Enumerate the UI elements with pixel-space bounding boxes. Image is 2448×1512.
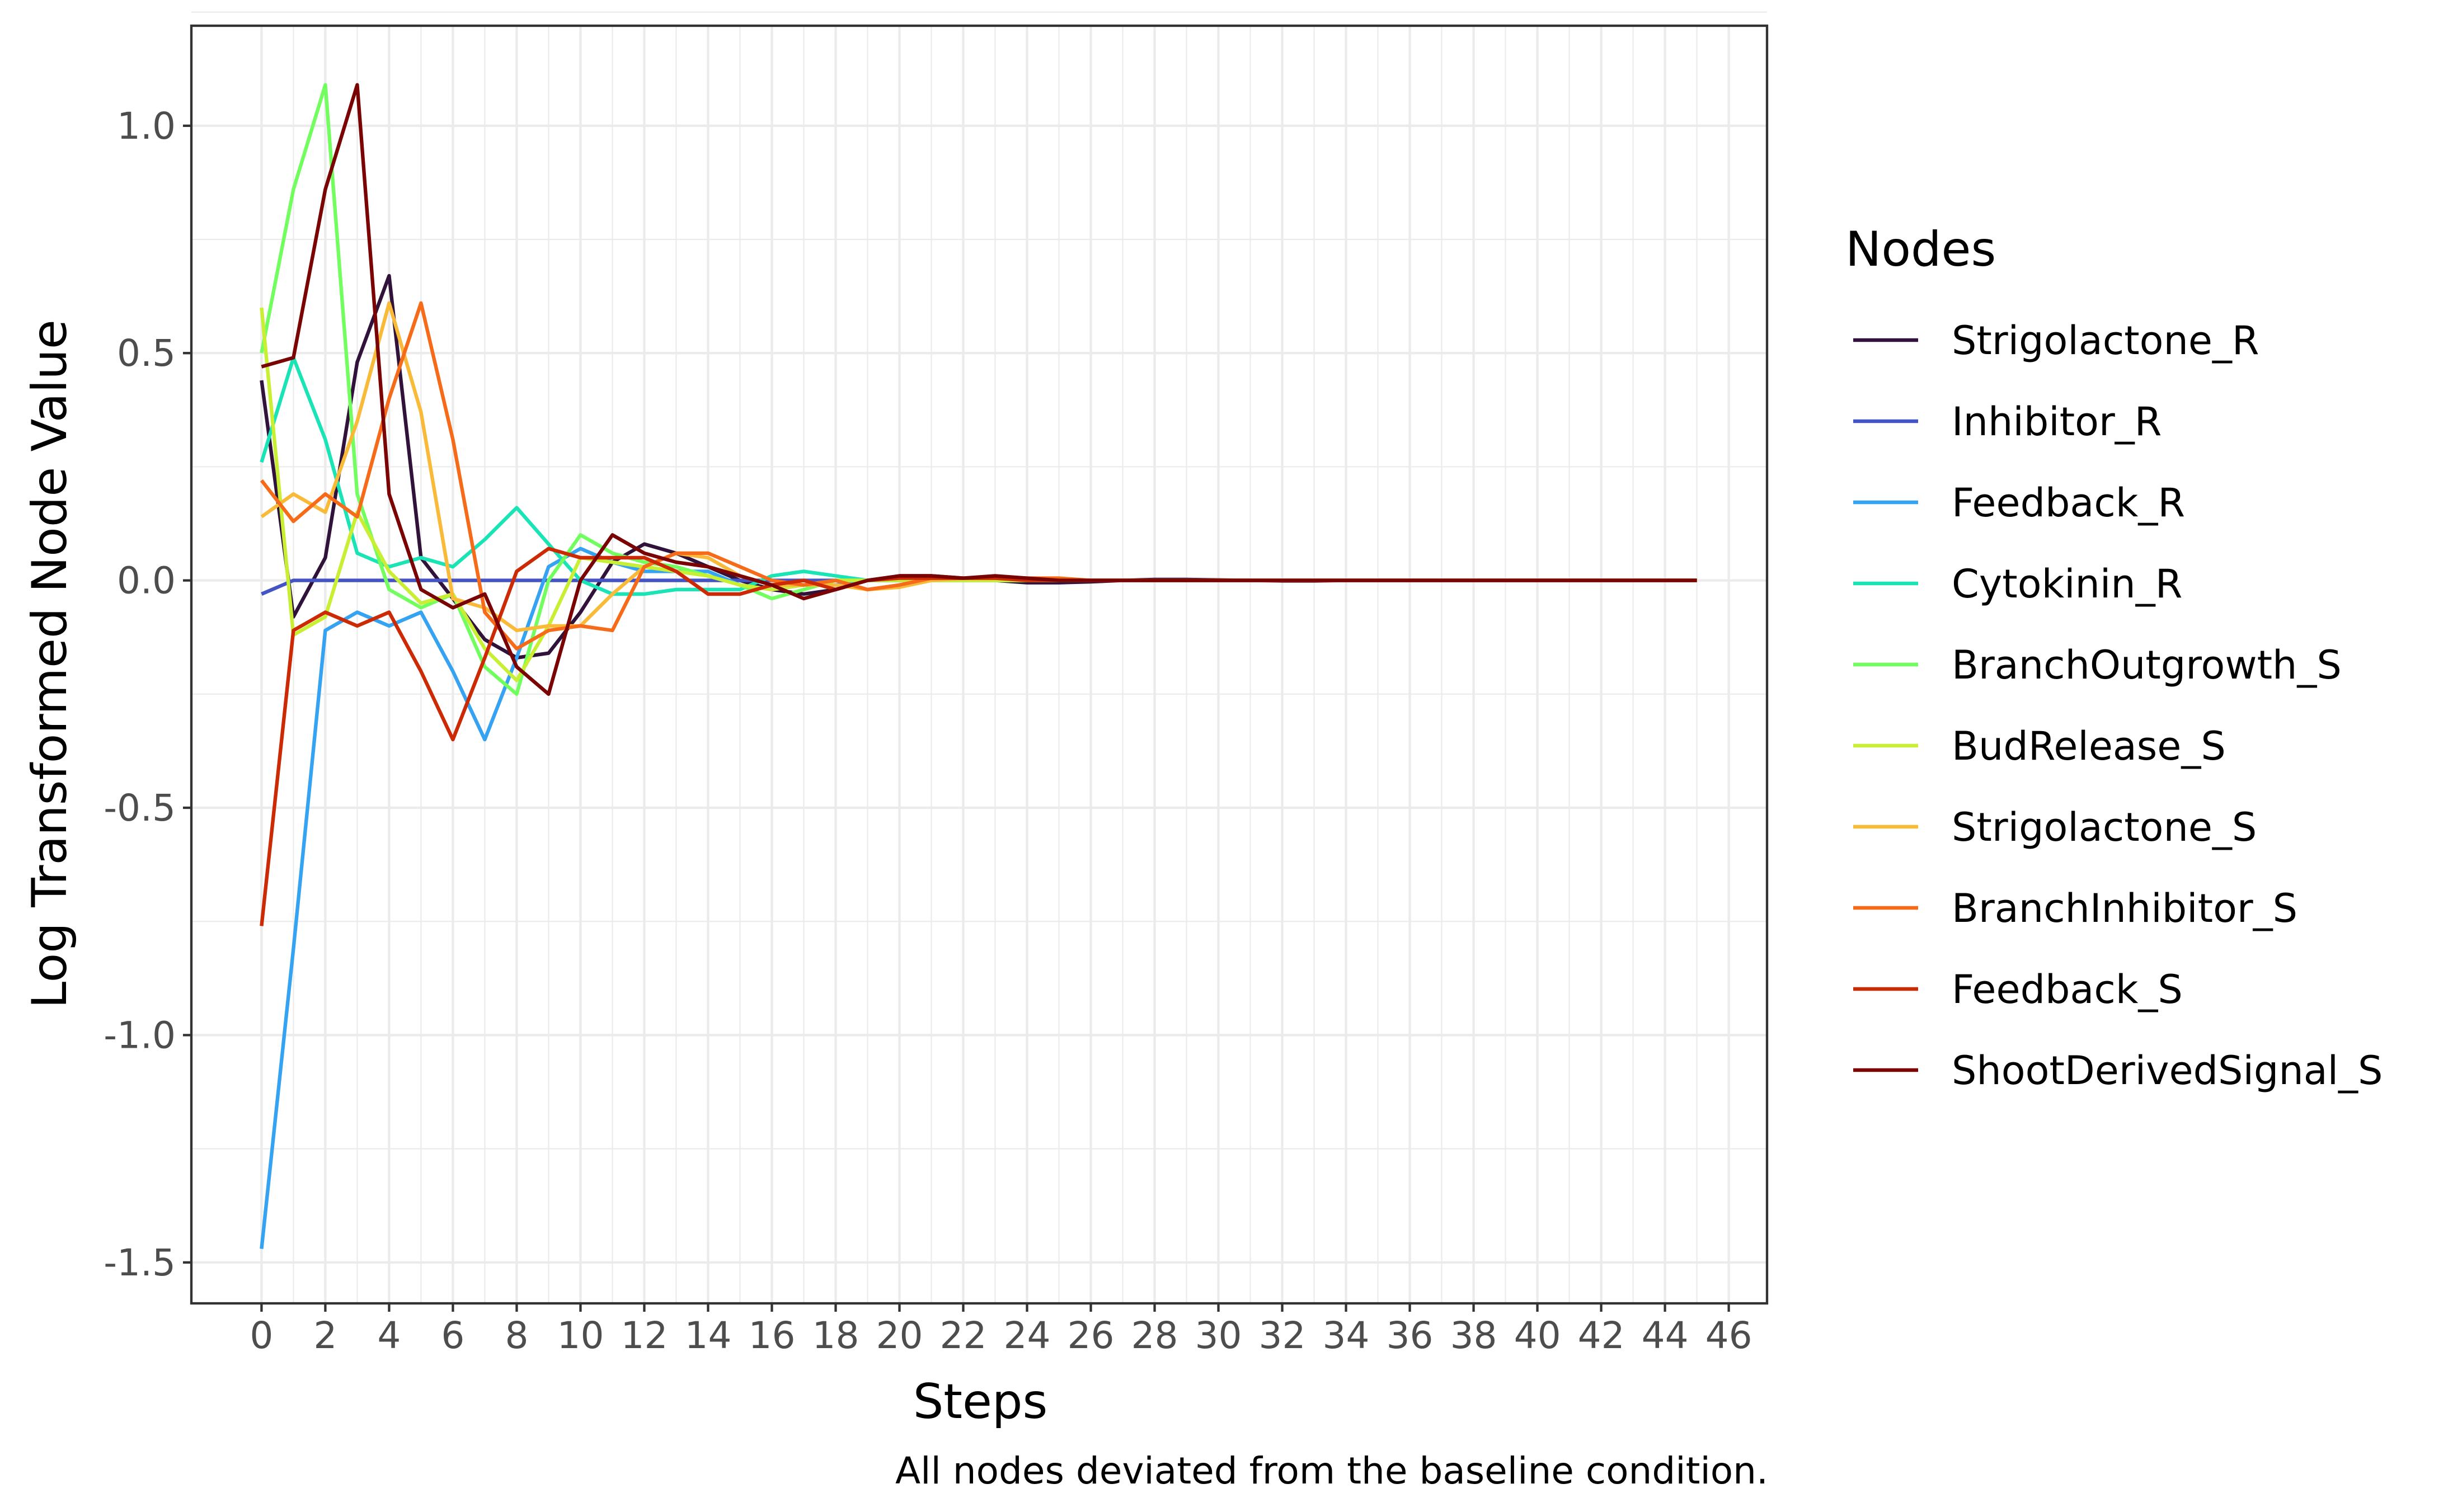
series-lines	[260, 83, 1697, 1249]
plot-panel-border	[190, 24, 1769, 1305]
legend-label: BranchInhibitor_S	[1952, 885, 2297, 931]
legend-label: ShootDerivedSignal_S	[1952, 1048, 2383, 1094]
x-tick-label: 18	[812, 1314, 859, 1357]
x-tick-label: 28	[1131, 1314, 1178, 1357]
legend-title: Nodes	[1845, 222, 1996, 277]
minor-gridlines	[191, 11, 1767, 1303]
x-tick-label: 36	[1387, 1314, 1434, 1357]
x-tick-label: 8	[505, 1314, 528, 1357]
x-tick-label: 10	[557, 1314, 604, 1357]
x-tick-label: 4	[377, 1314, 401, 1357]
x-tick-label: 46	[1705, 1314, 1752, 1357]
x-tick-label: 14	[684, 1314, 731, 1357]
x-tick-label: 24	[1004, 1314, 1051, 1357]
x-tick-label: 2	[313, 1314, 337, 1357]
legend-label: Feedback_S	[1952, 967, 2183, 1012]
x-tick-label: 42	[1578, 1314, 1625, 1357]
x-tick-label: 0	[250, 1314, 273, 1357]
y-tick-label: 1.0	[117, 105, 176, 148]
legend-label: Strigolactone_S	[1952, 804, 2257, 850]
x-tick-label: 34	[1323, 1314, 1370, 1357]
x-tick-label: 22	[940, 1314, 987, 1357]
legend-label: BranchOutgrowth_S	[1952, 642, 2342, 688]
legend-label: BudRelease_S	[1952, 723, 2226, 769]
y-axis-title: Log Transformed Node Value	[22, 319, 78, 1009]
series-line-shootderivedsignal-s	[261, 83, 1697, 696]
x-tick-label: 30	[1195, 1314, 1242, 1357]
x-tick-label: 44	[1642, 1314, 1689, 1357]
legend-label: Strigolactone_R	[1952, 318, 2259, 364]
x-tick-label: 20	[876, 1314, 923, 1357]
y-axis-ticks: 1.0 0.5 0.0 -0.5 -1.0 -1.5	[104, 105, 191, 1284]
x-tick-label: 12	[621, 1314, 668, 1357]
chart-caption: All nodes deviated from the baseline con…	[895, 1449, 1768, 1492]
x-tick-label: 32	[1259, 1314, 1306, 1357]
y-tick-label: -1.5	[104, 1241, 176, 1284]
legend: Nodes Strigolactone_R Inhibitor_R Feedback…	[1845, 222, 2383, 1094]
x-tick-label: 38	[1450, 1314, 1497, 1357]
x-tick-label: 6	[441, 1314, 464, 1357]
major-gridlines	[191, 26, 1767, 1303]
legend-label: Inhibitor_R	[1952, 399, 2162, 445]
legend-label: Feedback_R	[1952, 480, 2185, 526]
legend-label: Cytokinin_R	[1952, 561, 2182, 607]
y-tick-label: 0.0	[117, 559, 176, 602]
x-tick-label: 26	[1068, 1314, 1115, 1357]
x-tick-label: 16	[748, 1314, 795, 1357]
y-tick-label: -1.0	[104, 1014, 176, 1057]
x-axis-title: Steps	[913, 1374, 1048, 1430]
y-tick-label: 0.5	[117, 332, 176, 375]
x-tick-label: 40	[1514, 1314, 1561, 1357]
x-axis-ticks: 0 2 4 6 8 10 12 14 16 18 20 22 24 26 28 30 32 34 36 38 40 42 4…	[250, 1303, 1752, 1357]
y-tick-label: -0.5	[104, 786, 176, 830]
